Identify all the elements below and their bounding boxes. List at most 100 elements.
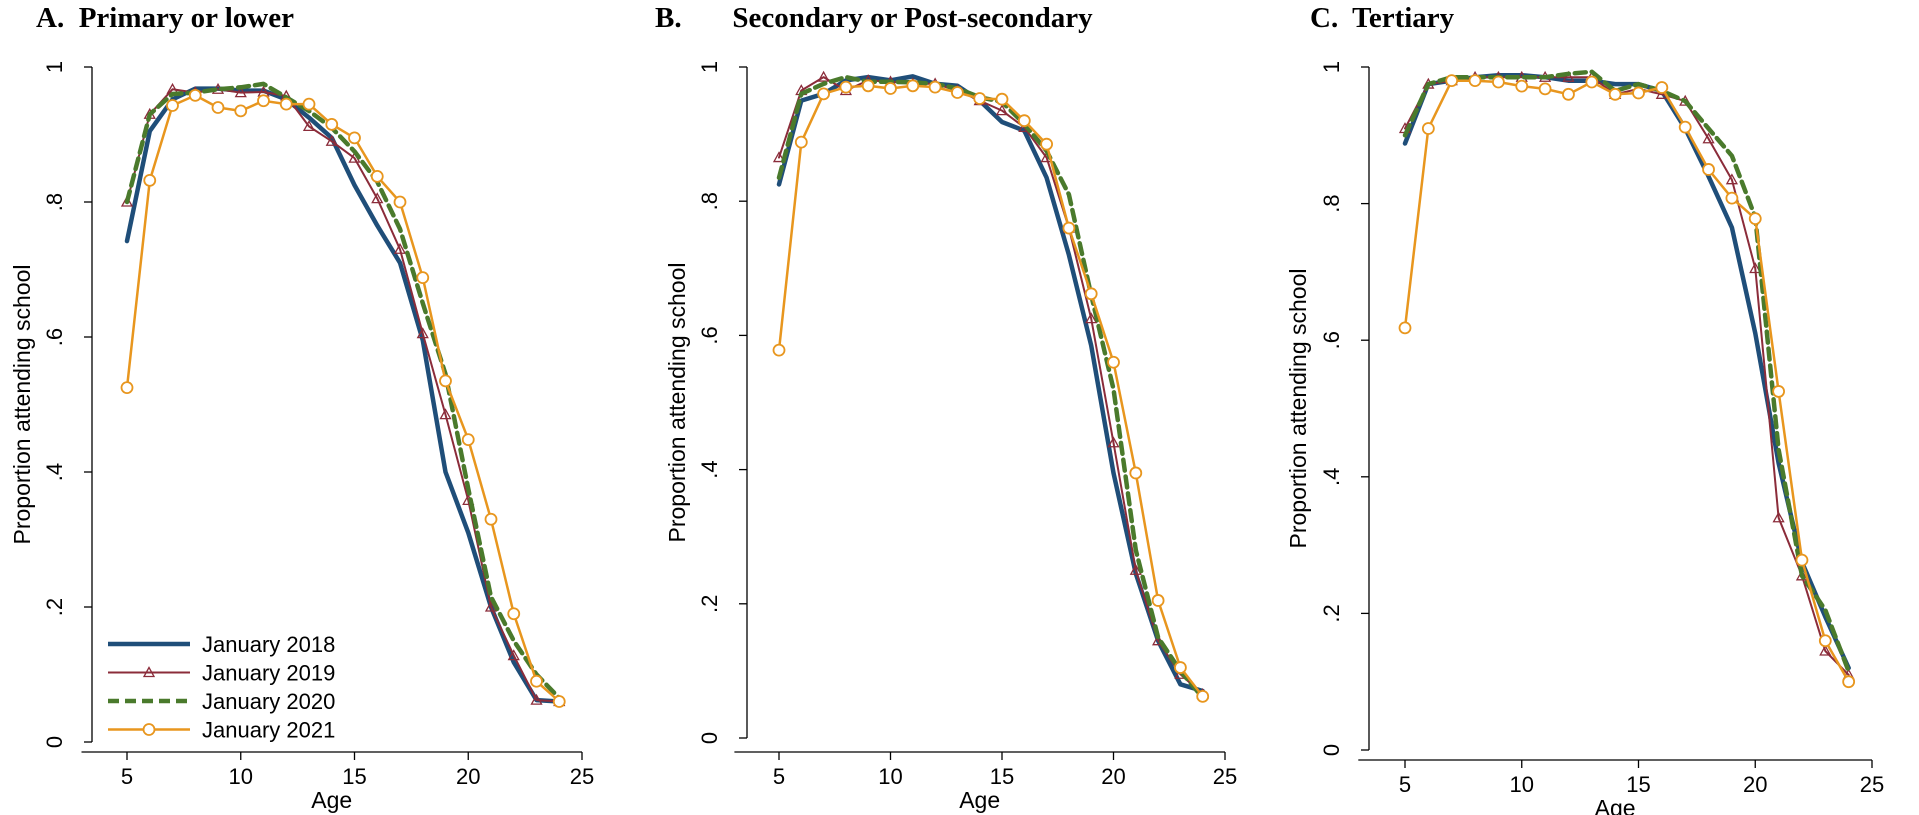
data-point <box>1174 661 1187 674</box>
y-tick-label: .4 <box>42 463 67 481</box>
data-point <box>552 695 566 708</box>
y-tick-label: 1 <box>1319 61 1344 73</box>
panel-a-title: A. Primary or lower <box>36 2 294 34</box>
data-point <box>1725 173 1739 185</box>
data-point <box>1492 75 1505 89</box>
data-point <box>507 649 520 661</box>
data-point <box>839 80 853 94</box>
data-point <box>1468 74 1482 88</box>
data-point <box>1585 75 1599 89</box>
x-tick-label: 25 <box>1213 764 1237 789</box>
x-tick-label: 15 <box>342 764 366 789</box>
data-point <box>530 674 543 688</box>
data-point <box>325 117 339 131</box>
data-point <box>973 92 987 105</box>
data-point <box>1562 87 1575 101</box>
x-tick-label: 5 <box>121 764 133 789</box>
data-point <box>1655 81 1669 94</box>
legend-label-1: January 2018 <box>202 632 335 657</box>
data-point <box>393 242 407 254</box>
data-point <box>325 134 338 146</box>
y-tick-label: .4 <box>697 460 722 478</box>
x-tick-label: 5 <box>773 764 785 789</box>
data-point <box>1107 436 1120 448</box>
x-tick-label: 25 <box>1860 772 1884 797</box>
y-axis-label: Proportion attending school <box>1285 268 1311 548</box>
data-point <box>143 173 157 187</box>
legend: January 2018 January 2019 January 2020 Janu… <box>108 632 335 743</box>
data-point <box>371 192 384 204</box>
data-point <box>484 512 498 526</box>
x-axis-label: Age <box>959 787 1000 813</box>
x-tick-label: 15 <box>990 764 1014 789</box>
y-tick-label: .8 <box>42 193 67 211</box>
series-line-2 <box>778 76 1204 696</box>
data-point <box>279 97 293 111</box>
data-point <box>772 343 786 357</box>
y-tick-label: .6 <box>697 326 722 344</box>
data-point <box>906 79 920 93</box>
data-point <box>1538 82 1552 96</box>
data-point <box>439 374 452 388</box>
series-line-3 <box>776 74 1205 700</box>
data-point <box>1445 74 1459 88</box>
data-point <box>416 271 430 285</box>
data-point <box>302 120 316 132</box>
data-point <box>1702 163 1715 176</box>
series-line-4 <box>1403 79 1850 683</box>
data-point <box>348 131 361 145</box>
data-point <box>439 408 452 420</box>
data-point <box>1107 355 1120 369</box>
x-tick-label: 20 <box>456 764 480 789</box>
x-tick-label: 10 <box>1510 772 1534 797</box>
data-point <box>1515 79 1529 93</box>
data-point <box>1129 563 1142 575</box>
data-point <box>772 151 786 163</box>
data-point <box>1084 287 1098 301</box>
data-point <box>1562 70 1575 82</box>
data-point <box>120 195 134 207</box>
series-line-1 <box>1402 72 1851 671</box>
data-point <box>166 99 179 112</box>
data-point <box>530 693 543 705</box>
data-point <box>257 94 270 108</box>
data-point <box>794 135 808 149</box>
data-point <box>1062 221 1076 235</box>
series-line-1 <box>124 86 562 704</box>
x-tick-label: 25 <box>570 764 594 789</box>
data-point <box>884 82 897 95</box>
y-tick-label: 1 <box>697 61 722 73</box>
x-tick-label: 20 <box>1101 764 1125 789</box>
data-point <box>1129 466 1143 480</box>
data-point <box>1085 312 1098 324</box>
data-point <box>1772 511 1785 523</box>
panel-c-title: C. Tertiary <box>1310 2 1455 34</box>
series-line-2 <box>1404 76 1850 676</box>
data-point <box>1749 262 1762 274</box>
y-tick-label: .2 <box>697 595 722 613</box>
y-tick-label: 0 <box>697 732 722 744</box>
y-tick-label: 1 <box>42 61 67 73</box>
data-point <box>1795 553 1809 567</box>
y-axis-label: Proportion attending school <box>664 262 690 542</box>
data-point <box>861 79 875 93</box>
x-tick-label: 10 <box>878 764 902 789</box>
x-tick-label: 10 <box>229 764 253 789</box>
data-point <box>370 169 384 183</box>
data-point <box>120 381 134 395</box>
data-point <box>817 87 830 101</box>
y-tick-label: .8 <box>697 192 722 210</box>
y-tick-label: .4 <box>1319 468 1344 486</box>
data-point <box>1725 191 1739 205</box>
y-tick-label: .6 <box>42 328 67 346</box>
x-tick-label: 15 <box>1626 772 1650 797</box>
data-point <box>393 195 407 209</box>
data-point <box>1795 569 1809 581</box>
data-point <box>211 101 225 114</box>
data-point <box>951 86 964 99</box>
data-point <box>1608 87 1622 101</box>
data-point <box>1678 120 1692 134</box>
y-tick-label: .6 <box>1319 331 1344 349</box>
